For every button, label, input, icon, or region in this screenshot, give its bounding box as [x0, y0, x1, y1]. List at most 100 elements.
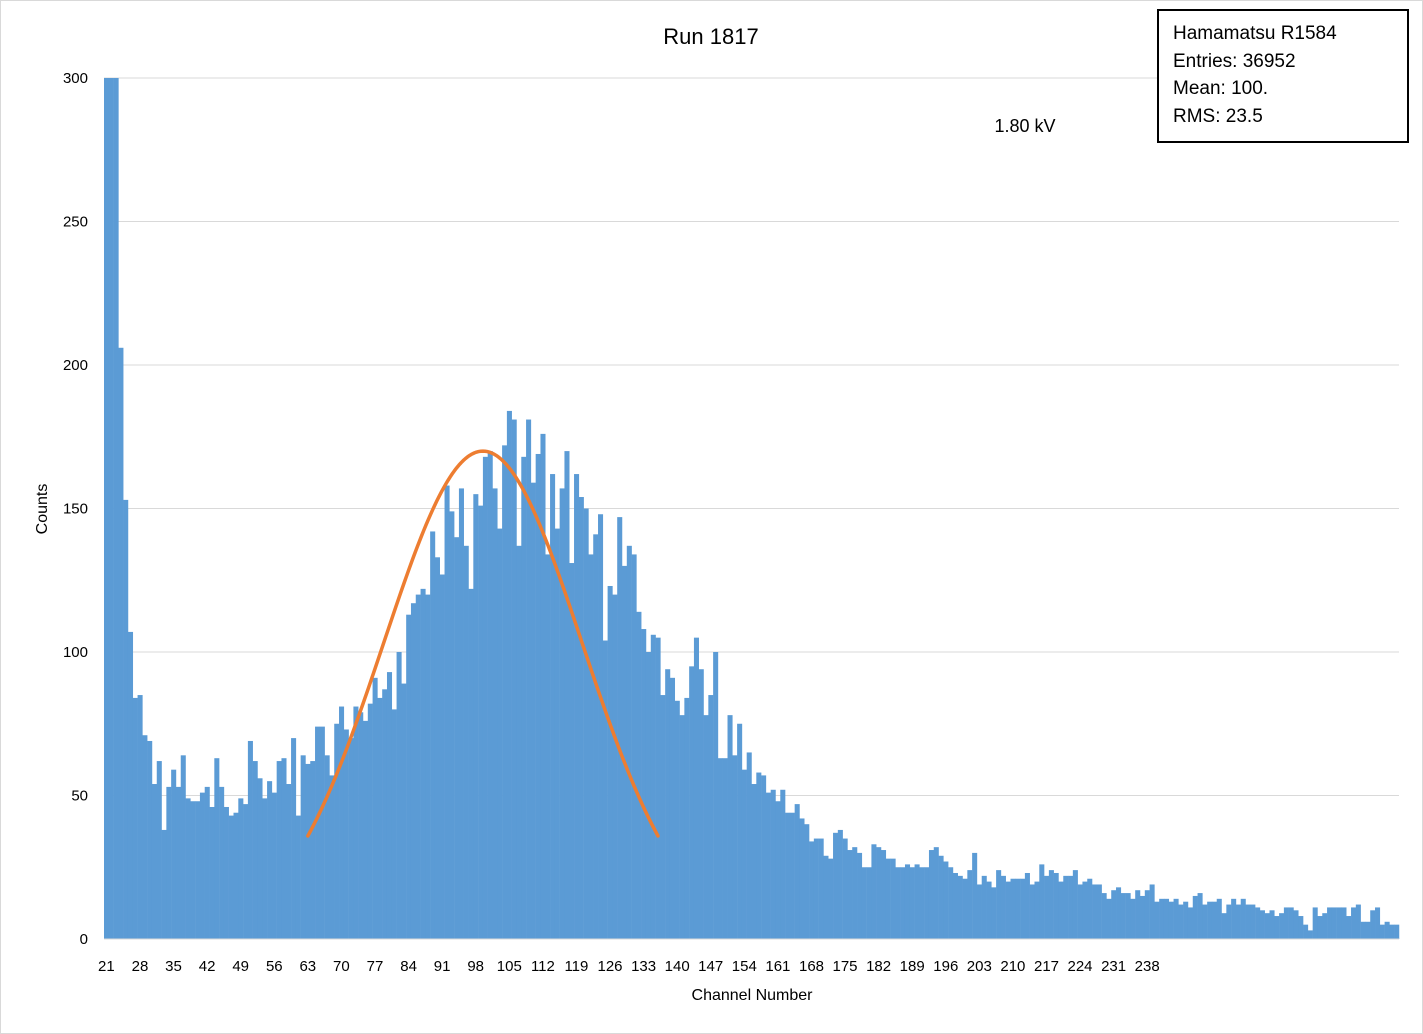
bar-180 [866, 867, 872, 939]
bar-253 [1216, 898, 1222, 939]
bar-133 [641, 629, 647, 939]
bar-260 [1250, 904, 1256, 939]
bar-265 [1274, 916, 1280, 939]
bar-92 [444, 485, 450, 939]
bar-129 [622, 565, 628, 939]
x-tick-label-196: 196 [933, 958, 958, 975]
x-tick-label-28: 28 [132, 958, 149, 975]
bar-226 [1087, 878, 1093, 939]
bar-80 [386, 672, 393, 939]
bar-258 [1240, 898, 1246, 939]
bar-237 [1140, 895, 1146, 939]
bar-243 [1168, 901, 1174, 939]
bar-262 [1259, 910, 1265, 939]
x-tick-label-154: 154 [732, 958, 757, 975]
bar-193 [928, 850, 935, 939]
bar-178 [857, 852, 863, 939]
bar-52 [252, 761, 258, 939]
bar-222 [1068, 875, 1074, 939]
x-tick-label-161: 161 [765, 958, 790, 975]
bar-185 [890, 858, 896, 939]
bar-268 [1288, 907, 1294, 939]
bar-54 [262, 798, 268, 939]
bar-201 [967, 870, 973, 939]
bar-112 [540, 433, 546, 939]
x-tick-label-35: 35 [165, 958, 182, 975]
bar-62 [300, 755, 306, 939]
x-tick-label-189: 189 [900, 958, 925, 975]
bar-284 [1365, 921, 1371, 939]
bar-164 [789, 812, 795, 939]
bar-186 [895, 867, 901, 939]
bar-204 [981, 875, 987, 939]
bar-228 [1096, 884, 1102, 939]
bar-183 [881, 850, 887, 939]
bar-105 [506, 410, 512, 939]
bar-41 [199, 792, 205, 939]
bar-33 [161, 829, 167, 939]
bar-71 [343, 729, 349, 939]
x-tick-label-119: 119 [564, 958, 588, 975]
bar-235 [1130, 898, 1136, 939]
bar-128 [617, 517, 623, 939]
bar-158 [761, 775, 767, 939]
bar-257 [1235, 904, 1241, 939]
y-tick-label-3: 150 [63, 501, 88, 518]
bar-157 [756, 772, 762, 939]
bar-60 [291, 738, 297, 939]
bar-202 [972, 852, 978, 939]
bar-107 [516, 545, 522, 939]
bar-211 [1015, 878, 1021, 939]
gridlines [104, 77, 1399, 796]
bar-31 [151, 784, 158, 939]
bar-121 [583, 508, 589, 939]
bar-29 [142, 735, 148, 939]
x-tick-label-21: 21 [98, 958, 115, 975]
bar-103 [497, 528, 503, 939]
chart-title: Run 1817 [663, 24, 758, 49]
bar-144 [693, 637, 699, 939]
bar-30 [147, 740, 153, 939]
bar-189 [909, 867, 915, 939]
bar-35 [171, 769, 177, 939]
bar-240 [1154, 901, 1160, 939]
voltage-annotation: 1.80 kV [994, 116, 1055, 136]
bar-74 [358, 712, 364, 939]
bar-131 [631, 554, 637, 939]
bar-245 [1178, 904, 1184, 939]
bar-146 [703, 715, 709, 939]
bar-162 [780, 789, 786, 939]
bar-207 [996, 870, 1002, 939]
bar-45 [219, 786, 225, 939]
bar-23 [113, 78, 119, 939]
bar-119 [574, 474, 580, 939]
bar-272 [1307, 930, 1313, 939]
bar-219 [1053, 872, 1059, 939]
bar-46 [223, 806, 229, 939]
bar-286 [1375, 907, 1381, 939]
bar-236 [1135, 890, 1141, 939]
x-tick-label-42: 42 [199, 958, 216, 975]
bar-231 [1111, 890, 1117, 939]
bar-160 [770, 789, 776, 939]
bar-166 [799, 818, 805, 939]
gaussian-fit [306, 449, 660, 838]
bar-242 [1163, 898, 1170, 939]
bar-269 [1293, 910, 1299, 939]
bar-172 [828, 858, 834, 939]
bar-241 [1159, 898, 1165, 939]
bar-169 [813, 838, 819, 939]
x-tick-label-238: 238 [1135, 958, 1160, 975]
bar-134 [645, 652, 652, 939]
bar-118 [569, 563, 575, 939]
bar-153 [737, 723, 743, 939]
fit-curve [306, 449, 660, 838]
bar-101 [487, 451, 493, 939]
bar-199 [957, 875, 963, 939]
bar-281 [1351, 907, 1357, 939]
bar-244 [1173, 898, 1179, 939]
bar-259 [1245, 904, 1251, 939]
x-tick-label-182: 182 [866, 958, 891, 975]
bar-249 [1197, 893, 1203, 939]
bar-261 [1255, 907, 1261, 939]
